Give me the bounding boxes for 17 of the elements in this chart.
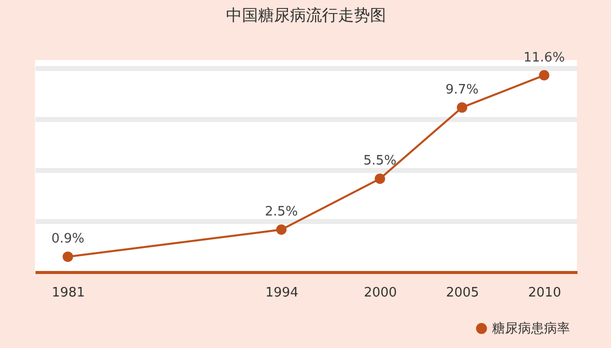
data-label: 9.7%	[446, 82, 479, 98]
x-tick-label: 1981	[52, 286, 85, 300]
x-tick-label: 1994	[265, 286, 298, 300]
legend-label: 糖尿病患病率	[492, 320, 570, 336]
data-label: 2.5%	[264, 204, 298, 220]
x-tick-label: 2010	[528, 286, 562, 300]
data-label: 11.6%	[523, 50, 565, 66]
data-label: 0.9%	[51, 232, 84, 247]
data-label: 5.5%	[363, 154, 396, 169]
point	[456, 102, 468, 113]
point	[538, 70, 550, 80]
x-tick-label: 2000	[364, 286, 397, 300]
x-tick-label: 2005	[446, 286, 480, 300]
point	[374, 173, 386, 184]
point	[62, 252, 74, 262]
chart-title: 中国糖尿病流行走势图	[226, 5, 386, 24]
point	[276, 224, 287, 235]
